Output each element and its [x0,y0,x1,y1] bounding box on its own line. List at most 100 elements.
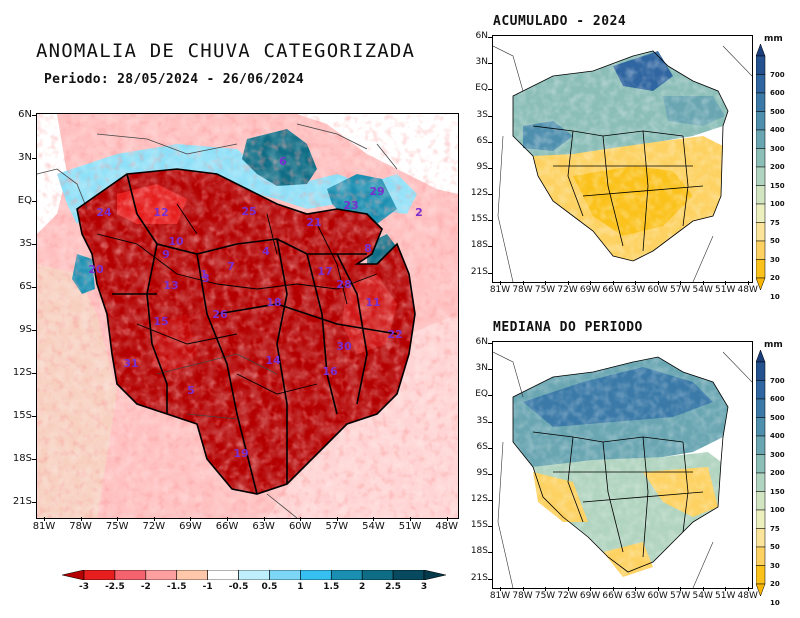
basin-number-label: 19 [233,447,248,460]
basin-number-label: 5 [187,384,195,397]
colorbar-segment [756,240,766,260]
colorbar-label: 3 [420,582,428,592]
acc-lat-label: 21S [470,266,488,277]
acc-lon-label: 60W [647,285,668,295]
colorbar-label: 300 [770,450,785,459]
main-lon-label: 66W [215,521,239,532]
axis-tick [32,286,36,288]
colorbar-segment [756,129,766,149]
colorbar-label: 2 [359,582,366,592]
axis-tick [488,447,492,449]
main-lon-label: 75W [105,521,129,532]
acc-lon-label: 75W [534,285,556,295]
main-lon-label: 57W [325,521,349,532]
axis-tick [263,517,265,521]
basin-number-label: 8 [364,242,372,255]
colorbar-segment [756,417,766,437]
axis-tick [32,329,36,331]
med-lon-label: 81W [489,591,511,601]
axis-tick [488,395,492,397]
period-label: Periodo: 28/05/2024 - 26/06/2024 [44,72,305,87]
med-lat-label: EQ [475,389,488,400]
colorbar-segment [756,491,766,511]
med-lat-label: 3S [476,415,488,426]
basin-number-label: 6 [279,155,287,168]
main-lon-label: 63W [252,521,275,532]
colorbar-label: -1.5 [166,582,187,592]
med-lon-label: 78W [512,591,533,601]
axis-tick [488,63,492,65]
main-lat-label: 3S [19,237,32,249]
axis-tick [32,200,36,202]
axis-tick [590,587,592,591]
colorbar-label: 500 [770,107,785,116]
med-lat-label: 18S [470,546,488,557]
axis-tick [488,578,492,580]
basin-number-label: 4 [262,245,270,258]
colorbar-segment [756,166,766,186]
colorbar-label: 20 [770,274,780,282]
colorbar-label: 700 [770,70,785,79]
colorbar-label: 600 [770,395,785,403]
acc-lat-label: 3N [475,57,488,68]
acc-lon-label: 66W [602,285,623,295]
axis-tick [747,281,749,285]
colorbar-segment [756,55,766,75]
colorbar-segment [176,570,208,580]
median-unit: mm [764,340,783,350]
colorbar-label: -0.5 [228,582,249,592]
acc-lat-label: 15S [470,214,488,225]
colorbar-segment [756,277,766,290]
colorbar-segment [756,74,766,94]
colorbar-label: 300 [770,144,785,153]
basin-number-label: 13 [163,279,178,292]
colorbar-label: -1 [202,582,213,592]
axis-tick [612,587,614,591]
main-lon-label: 48W [435,521,458,532]
colorbar-segment [756,398,766,418]
main-lat-label: 3N [18,151,32,163]
axis-tick [488,473,492,475]
colorbar-segment [269,570,301,580]
colorbar-segment [361,570,394,580]
axis-tick [32,243,36,245]
colorbar-segment [756,185,766,205]
colorbar-segment [756,148,766,168]
basin-number-label: 11 [365,296,380,309]
axis-tick [488,343,492,344]
basin-number-label: 10 [168,235,184,248]
axis-tick [488,526,492,528]
med-lat-label: 15S [470,520,488,531]
med-lon-label: 75W [534,591,556,601]
axis-tick [488,37,492,38]
colorbar-segment [330,570,363,580]
colorbar-segment [145,570,178,580]
colorbar-label: 100 [770,200,785,208]
basin-number-label: 20 [88,263,104,276]
country-borders [37,123,398,518]
main-lat-label: 9S [19,323,32,335]
colorbar-label: 700 [770,376,785,385]
basin-number-label: 17 [317,265,332,278]
main-lon-label: 51W [398,521,422,532]
axis-tick [725,281,727,285]
acc-lon-label: 72W [557,285,578,295]
acc-lat-label: 6N [475,31,488,41]
axis-tick [680,587,682,591]
basin-number-label: 7 [227,260,235,273]
axis-tick [657,587,659,591]
axis-tick [488,89,492,91]
axis-tick [488,141,492,143]
acc-lat-label: 3S [476,109,488,120]
med-lat-label: 9S [476,467,488,478]
acc-lat-label: 6S [476,135,488,146]
med-lon-label: 51W [715,591,736,601]
acc-lon-label: 48W [737,285,758,295]
axis-tick [336,517,338,521]
colorbar-label: 100 [770,506,785,514]
axis-tick [44,517,45,521]
colorbar-label: 0.5 [261,582,278,592]
colorbar-segment [756,361,766,381]
axis-tick [567,281,569,285]
colorbar-label: 400 [770,126,785,134]
